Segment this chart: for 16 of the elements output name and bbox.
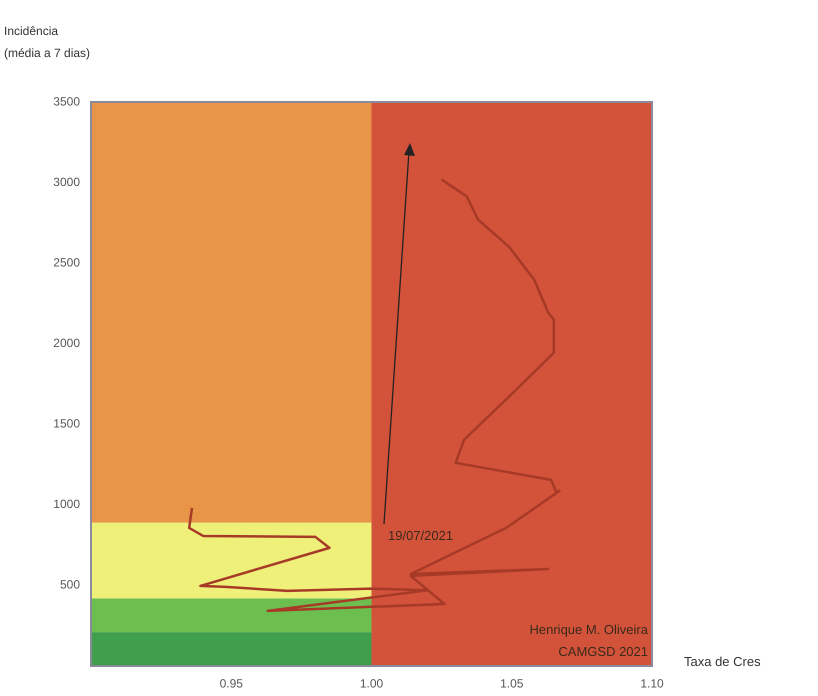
annotation: 19/07/2021 — [388, 528, 454, 544]
annotation: CAMGSD 2021 — [558, 644, 648, 659]
y-tick-label: 2000 — [53, 336, 80, 350]
y-axis-title: Incidência (média a 7 dias) — [4, 23, 92, 62]
y-tick-label: 3500 — [53, 94, 80, 108]
x-tick-label: 0.95 — [220, 676, 244, 691]
y-tick-label: 2500 — [53, 255, 80, 270]
x-tick-label: 1.00 — [360, 676, 384, 691]
x-tick-label: 1.05 — [500, 676, 524, 691]
annotation: Henrique M. Oliveira — [530, 622, 649, 637]
x-tick-label: 1.10 — [640, 676, 664, 691]
y-tick-label: 1500 — [53, 416, 80, 431]
y-tick-label: 1000 — [53, 497, 80, 512]
x-axis-title: Taxa de Cres — [684, 654, 761, 669]
y-tick-label: 500 — [60, 578, 80, 592]
y-tick-label: 3000 — [53, 174, 80, 189]
